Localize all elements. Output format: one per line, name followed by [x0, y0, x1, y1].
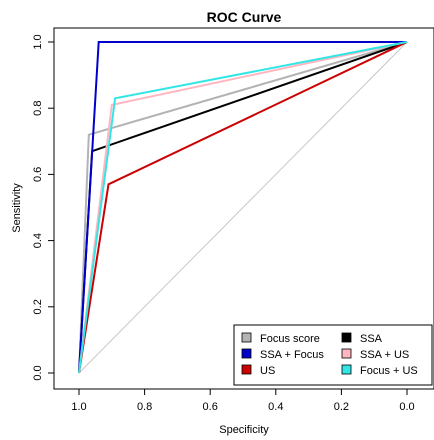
- legend-label: SSA: [360, 333, 383, 345]
- x-tick-label: 0.6: [203, 401, 218, 413]
- series-line-focus-score: [78, 41, 408, 374]
- x-axis: 1.0 0.8 0.6 0.4 0.2 0.0: [71, 389, 415, 413]
- y-axis-label: Sensitivity: [11, 183, 23, 233]
- chart-title: ROC Curve: [207, 9, 282, 25]
- legend-swatch: [241, 348, 252, 359]
- plot-frame: [53, 27, 434, 390]
- x-axis-label: Specificity: [219, 424, 269, 436]
- legend-swatch: [341, 332, 352, 343]
- series-line-focus-us: [78, 41, 408, 374]
- y-tick-label: 0.0: [32, 365, 44, 380]
- legend-swatch: [341, 348, 352, 359]
- legend: Focus score SSA SSA + Focus SSA + US US Focus…: [233, 324, 433, 386]
- x-tick-label: 0.2: [334, 401, 349, 413]
- legend-swatch: [341, 364, 352, 375]
- legend-label: Focus score: [260, 333, 320, 345]
- series-line-us: [78, 41, 408, 374]
- plot-area: [78, 41, 408, 374]
- y-tick-label: 1.0: [32, 34, 44, 49]
- legend-label: SSA + US: [360, 349, 409, 361]
- legend-label: SSA + Focus: [260, 349, 324, 361]
- reference-diagonal: [78, 41, 408, 374]
- x-tick-label: 1.0: [71, 401, 86, 413]
- legend-label: Focus + US: [360, 365, 418, 377]
- series-line-ssa-focus: [78, 41, 407, 374]
- x-tick-label: 0.4: [268, 401, 283, 413]
- y-tick-label: 0.8: [32, 101, 44, 116]
- legend-swatch: [241, 332, 252, 343]
- legend-box: [233, 324, 433, 386]
- x-tick-label: 0.8: [137, 401, 152, 413]
- y-tick-label: 0.4: [32, 233, 44, 248]
- y-axis: 0.0 0.2 0.4 0.6 0.8 1.0: [32, 34, 54, 381]
- y-tick-label: 0.6: [32, 167, 44, 182]
- legend-swatch: [241, 364, 252, 375]
- y-tick-label: 0.2: [32, 299, 44, 314]
- x-tick-label: 0.0: [399, 401, 414, 413]
- legend-label: US: [260, 365, 275, 377]
